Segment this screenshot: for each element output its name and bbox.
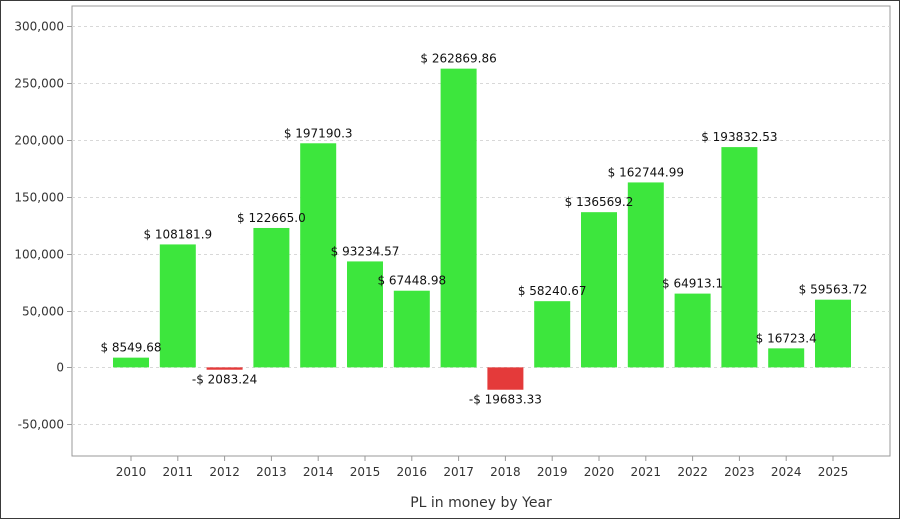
x-axis-title: PL in money by Year (410, 495, 552, 511)
bar-2025 (815, 299, 851, 368)
x-tick-label: 2013 (256, 465, 287, 479)
x-tick-label: 2015 (350, 465, 381, 479)
data-label: $ 136569.2 (565, 195, 634, 209)
bar-2024 (768, 348, 805, 368)
bar-2011 (159, 244, 196, 368)
data-label: $ 93234.57 (331, 244, 400, 258)
y-tick-label: 150,000 (14, 191, 64, 205)
bar-2016 (393, 290, 430, 368)
x-tick-label: 2011 (163, 465, 194, 479)
x-tick-label: 2010 (116, 465, 147, 479)
x-tick-label: 2019 (537, 465, 568, 479)
data-label: $ 59563.72 (799, 283, 868, 297)
y-tick-label: 250,000 (14, 77, 64, 91)
x-tick-label: 2016 (397, 465, 428, 479)
data-label: $ 108181.9 (143, 227, 212, 241)
data-label: $ 8549.68 (100, 341, 161, 355)
data-label: $ 193832.53 (701, 130, 777, 144)
y-tick-label: 0 (56, 361, 64, 375)
data-labels: $ 8549.68 $ 108181.9 -$ 2083.24 $ 122665.0 $… (100, 52, 867, 407)
data-label: $ 262869.86 (420, 52, 496, 66)
data-label: $ 58240.67 (518, 284, 587, 298)
x-tick-label: 2024 (771, 465, 802, 479)
data-label: $ 64913.1 (662, 277, 723, 291)
bar-2014 (300, 143, 337, 368)
x-tick-label: 2025 (818, 465, 849, 479)
x-tick-label: 2021 (631, 465, 662, 479)
data-label: -$ 2083.24 (192, 373, 257, 387)
bar-2020 (581, 212, 617, 368)
bar-2023 (721, 147, 758, 368)
bar-2012 (206, 367, 243, 370)
bar-2022 (674, 293, 711, 368)
data-label: $ 197190.3 (284, 126, 353, 140)
data-label: -$ 19683.33 (469, 393, 542, 407)
bars (113, 68, 851, 390)
x-tick-label: 2022 (677, 465, 708, 479)
bar-2019 (534, 301, 571, 368)
bar-2013 (253, 227, 290, 368)
data-label: $ 162744.99 (608, 165, 684, 179)
data-label: $ 16723.4 (756, 331, 817, 345)
bar-2017 (440, 68, 477, 368)
y-tick-label: 300,000 (14, 20, 64, 34)
bar-2015 (347, 261, 383, 368)
axes: -50,000 0 50,000 100,000 150,000 200,000 250,0… (14, 20, 848, 480)
bar-2018 (487, 367, 524, 390)
x-tick-label: 2012 (209, 465, 240, 479)
x-tick-label: 2018 (490, 465, 521, 479)
y-tick-label: 200,000 (14, 134, 64, 148)
x-tick-label: 2017 (443, 465, 474, 479)
x-tick-label: 2014 (303, 465, 334, 479)
data-label: $ 122665.0 (237, 211, 306, 225)
x-tick-label: 2020 (584, 465, 615, 479)
y-tick-label: 100,000 (14, 248, 64, 262)
y-tick-label: 50,000 (22, 305, 64, 319)
data-label: $ 67448.98 (377, 274, 446, 288)
bar-2010 (113, 357, 149, 368)
y-tick-label: -50,000 (18, 418, 64, 432)
x-tick-label: 2023 (724, 465, 755, 479)
bar-2021 (627, 182, 664, 368)
